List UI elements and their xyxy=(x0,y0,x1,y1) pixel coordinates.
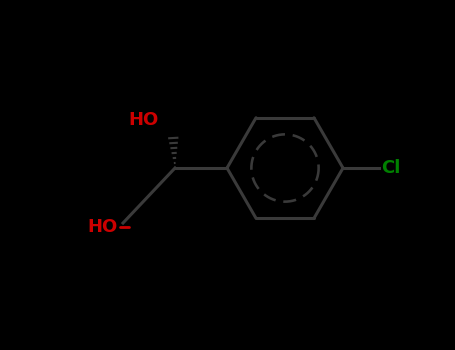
Text: HO: HO xyxy=(129,111,159,129)
Text: Cl: Cl xyxy=(381,159,400,177)
Text: HO: HO xyxy=(88,218,118,236)
